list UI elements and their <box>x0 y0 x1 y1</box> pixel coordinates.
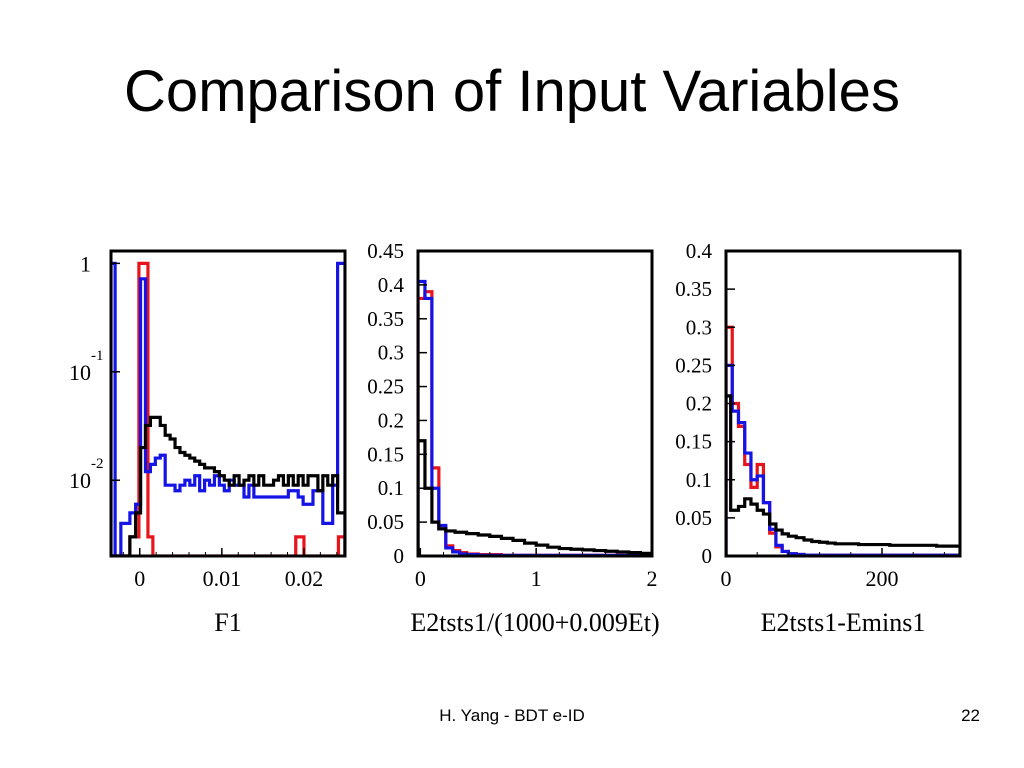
y-tick-label: 0.35 <box>675 277 712 301</box>
x-tick-label: 0 <box>415 566 426 591</box>
y-tick-label: 0.35 <box>367 307 404 331</box>
x-axis-label: E2tsts1/(1000+0.009Et) <box>410 608 659 637</box>
x-tick-label: 0.01 <box>203 566 242 591</box>
histogram-series-2 <box>726 363 960 556</box>
x-tick-label: 1 <box>531 566 542 591</box>
x-tick-label: 0.02 <box>285 566 324 591</box>
histogram-series-2 <box>111 261 345 556</box>
y-tick-label: 0.25 <box>367 375 404 399</box>
y-tick-exponent: -2 <box>91 456 104 472</box>
histogram-panel-2: 0 1 2 0 0.05 0.1 0.15 0.2 0.25 0.3 0.35 0.4 0.45 E2ts… <box>367 239 659 637</box>
x-tick-label: 0 <box>134 566 145 591</box>
y-tick-label: 0.4 <box>378 273 405 297</box>
plot-frame <box>109 249 347 558</box>
plot-frame <box>416 249 654 558</box>
histogram-series-1 <box>418 290 652 556</box>
y-tick-label: 0.3 <box>378 341 404 365</box>
histogram-series-3 <box>111 415 345 556</box>
x-tick-label: 200 <box>866 566 899 591</box>
y-tick-label: 0.2 <box>378 408 404 432</box>
y-tick-label: 10 <box>69 360 91 385</box>
y-tick-label: 0.1 <box>686 468 712 492</box>
histogram-series-3 <box>418 439 652 556</box>
y-tick-label: 0 <box>702 544 713 568</box>
x-tick-label: 2 <box>647 566 658 591</box>
y-tick-label: 10 <box>69 468 91 493</box>
histogram-series-2 <box>418 279 652 556</box>
y-tick-label: 0.3 <box>686 315 712 339</box>
y-tick-label: 1 <box>80 251 91 276</box>
histogram-panel-3: 0 200 0 0.05 0.1 0.15 0.2 0.25 0.3 0.35 0.4 E2tsts1… <box>675 239 962 637</box>
x-axis-label: F1 <box>214 608 241 637</box>
histogram-series-3 <box>726 394 960 556</box>
y-tick-label: 0.4 <box>686 239 713 263</box>
page-number: 22 <box>961 706 980 725</box>
y-tick-label: 0.45 <box>367 239 404 263</box>
y-tick-label: 0.15 <box>367 442 404 466</box>
y-tick-label: 0.15 <box>675 430 712 454</box>
y-tick-label: 0.1 <box>378 476 404 500</box>
y-tick-label: 0.25 <box>675 353 712 377</box>
y-tick-label: 0.05 <box>367 510 404 534</box>
y-tick-label: 0.2 <box>686 392 712 416</box>
y-tick-label: 0.05 <box>675 506 712 530</box>
x-axis-label: E2tsts1-Emins1 <box>761 608 926 637</box>
histogram-series-1 <box>726 325 960 556</box>
y-tick-exponent: -1 <box>91 348 104 364</box>
x-tick-label: 0 <box>721 566 732 591</box>
y-tick-label: 0 <box>394 544 405 568</box>
footer-text: H. Yang - BDT e-ID <box>439 706 585 725</box>
slide-title: Comparison of Input Variables <box>124 59 900 124</box>
